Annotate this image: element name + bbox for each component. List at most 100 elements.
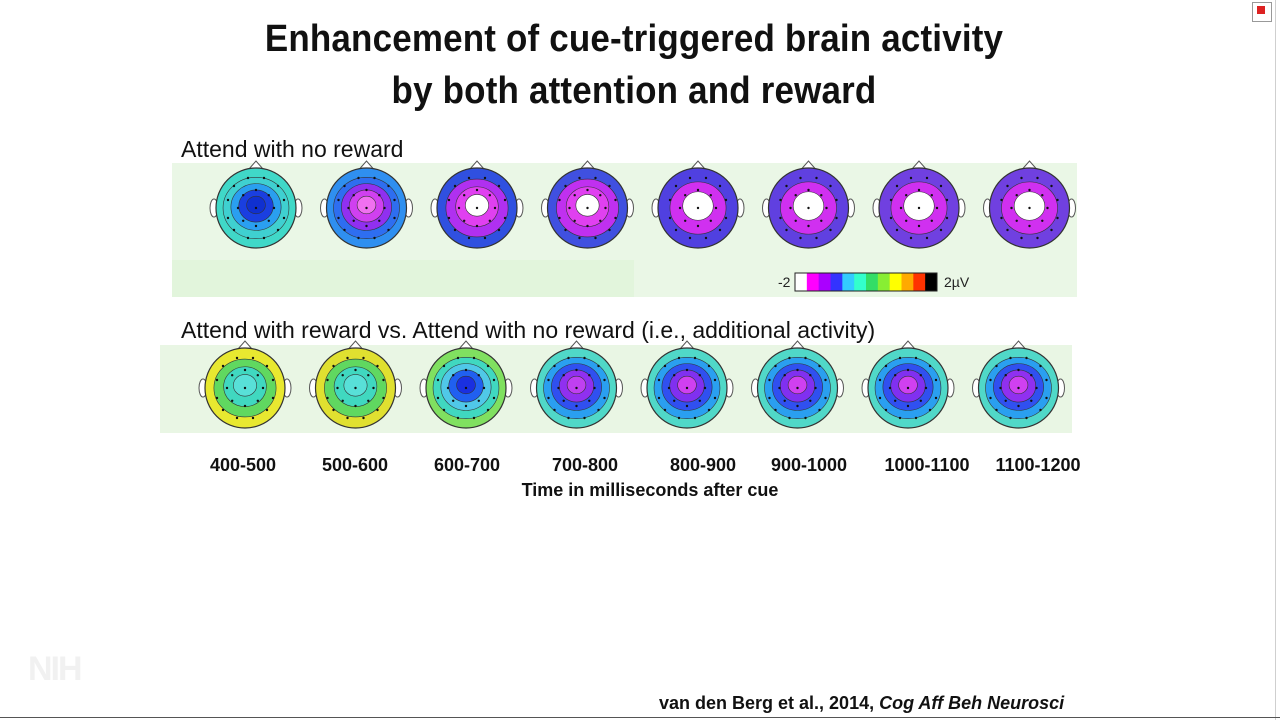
electrode-dot [558,198,561,202]
electrode-dot [486,364,490,368]
potential-contour [682,191,714,221]
electrode-dot [703,386,707,390]
electrode-dot [788,356,791,360]
color-scale-swatch [913,273,926,291]
electrode-dot [995,364,998,368]
row1-maps [209,160,1076,249]
color-scale-swatch [830,273,843,291]
electrode-dot [889,216,893,220]
electrode-dot [265,408,269,412]
color-scale-swatch [925,273,938,291]
electrode-dot [809,399,812,402]
electrode-dot [796,404,799,408]
electrode-dot [1017,386,1020,390]
color-scale-swatch [806,273,820,291]
electrode-dot [718,184,722,188]
nose-icon [359,160,374,170]
electrode-dot [807,206,810,210]
electrode-dot [919,399,922,402]
electrode-dot [677,356,681,360]
scalp-map-row2-5 [640,340,734,429]
electrode-dot [688,176,692,180]
electrode-dot [475,188,479,192]
scalp-map-row2-1 [198,340,292,429]
electrode-dot [242,194,245,197]
electrode-dot [337,198,340,202]
nose-icon [248,160,264,170]
electrode-dot [497,184,501,188]
bottom-rule [0,717,1280,718]
electrode-dot [254,224,258,228]
scalp-outline [878,167,960,249]
electrode-dot [467,236,471,240]
electrode-dot [446,386,450,390]
scalp-outline [325,167,408,249]
electrode-dot [785,184,788,188]
electrode-dot [488,219,491,222]
time-window-label: 600-700 [433,455,501,475]
electrode-dot [326,396,329,400]
electrode-dot [575,386,578,390]
electrode-dot [557,386,560,390]
electrode-dot [995,408,998,412]
electrode-dot [1017,404,1020,408]
electrode-dot [354,368,357,372]
electrode-dot [796,368,799,372]
electrode-dot [221,408,225,412]
electrode-dot [917,224,921,228]
electrode-dot [704,236,708,240]
electrode-dot [1015,194,1018,197]
potential-contour [575,194,600,217]
electrode-dot [999,386,1002,390]
electrode-dot [236,206,240,210]
potential-contour [456,375,476,395]
electrode-dot [820,219,823,222]
electrode-dot [696,188,700,192]
electrode-dot [265,364,269,368]
potential-contour [1013,191,1046,221]
electrode-dot [1050,184,1053,188]
electrode-dot [713,396,717,400]
electrode-dot [354,386,357,390]
nose-icon [911,160,927,170]
electrode-dot [774,408,777,412]
electrode-dot [928,408,932,412]
scalp-outline [657,167,739,249]
electrode-dot [578,236,581,240]
electrode-dot [597,408,600,412]
window-corner-icon[interactable] [1252,2,1272,22]
electrode-dot [472,356,476,360]
electrode-dot [688,236,692,240]
electrode-dot [452,374,455,377]
electrode-dot [453,228,457,232]
electrode-dot [452,399,455,402]
electrode-dot [332,408,335,412]
electrode-dot [804,416,807,420]
electrode-dot [906,386,910,390]
nih-watermark-logo: NIH [28,650,83,688]
electrode-dot [693,416,697,420]
scalp-outline [988,167,1071,249]
electrode-dot [475,224,479,228]
nose-icon [801,160,816,170]
electrode-dot [809,374,812,377]
electrode-dot [807,224,810,228]
electrode-dot [232,184,236,188]
potential-contour [343,374,368,397]
electrode-dot [472,416,476,420]
electrode-dot [917,206,921,210]
electrode-dot [829,184,832,188]
slide-title-line2: by both attention and reward [391,70,877,112]
nose-icon [348,340,363,350]
electrode-dot [467,176,471,180]
electrode-dot [599,194,602,197]
electrode-dot [818,364,821,368]
electrode-dot [707,408,711,412]
electrode-dot [346,356,349,360]
scalp-map-row1-2 [320,160,413,249]
electrode-dot [807,188,810,192]
color-scale-swatch [795,273,808,291]
electrode-dot [796,386,799,390]
electrode-dot [1045,378,1048,382]
